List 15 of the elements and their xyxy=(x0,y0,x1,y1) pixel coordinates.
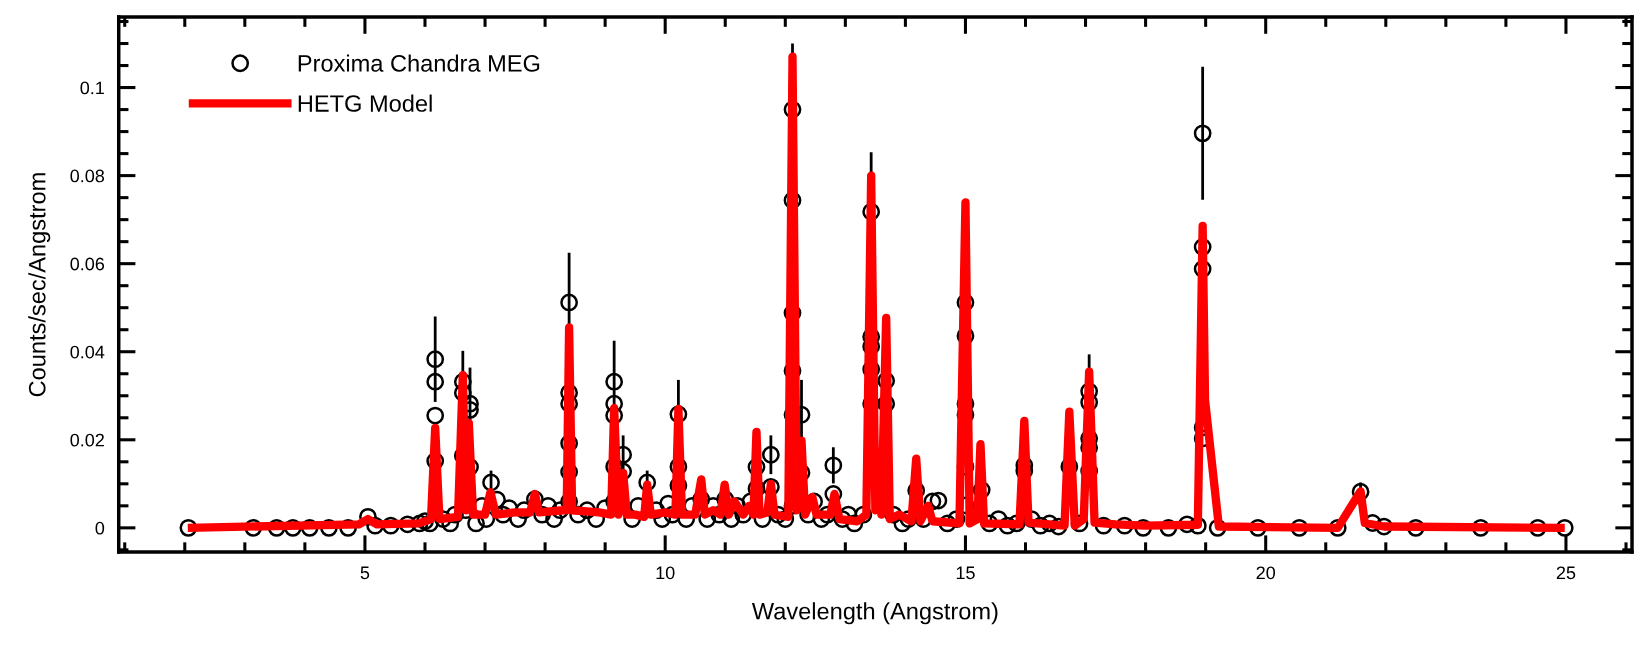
y-axis-title: Counts/sec/Angstrom xyxy=(28,173,51,397)
x-tick-label: 10 xyxy=(656,566,675,580)
y-tick-label: 0.04 xyxy=(70,345,105,359)
y-tick-label: 0.02 xyxy=(70,433,104,447)
x-axis-title: Wavelength (Angstrom) xyxy=(751,602,998,625)
x-tick-label: 5 xyxy=(360,566,370,580)
x-tick-label: 25 xyxy=(1556,566,1576,580)
x-tick-label: 20 xyxy=(1256,566,1276,580)
y-tick-label: 0 xyxy=(95,521,105,535)
y-tick-label: 0.08 xyxy=(70,169,105,183)
x-tick-label: 15 xyxy=(956,566,975,580)
legend-label: Proxima Chandra MEG xyxy=(298,54,540,72)
y-tick-label: 0.1 xyxy=(80,81,104,95)
y-tick-label: 0.06 xyxy=(70,257,105,271)
legend-label: HETG Model xyxy=(298,94,432,112)
